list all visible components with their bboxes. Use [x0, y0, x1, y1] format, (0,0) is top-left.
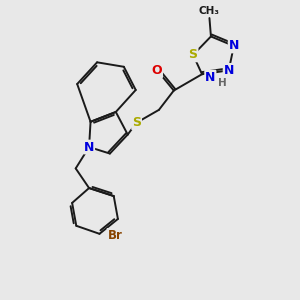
Text: N: N: [205, 71, 215, 84]
Text: N: N: [229, 40, 239, 52]
Text: O: O: [152, 64, 162, 77]
Text: Br: Br: [107, 229, 122, 242]
Text: S: S: [189, 48, 198, 62]
Text: S: S: [132, 116, 141, 129]
Text: N: N: [84, 140, 94, 154]
Text: N: N: [224, 64, 234, 77]
Text: H: H: [218, 77, 227, 88]
Text: CH₃: CH₃: [199, 6, 220, 16]
